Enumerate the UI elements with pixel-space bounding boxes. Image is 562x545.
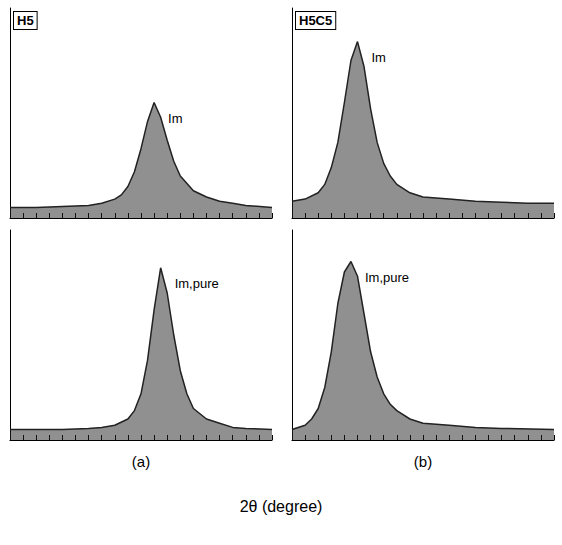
svg-text:(a): (a) — [132, 453, 150, 470]
svg-text:Im,pure: Im,pure — [365, 270, 409, 285]
svg-text:Im: Im — [168, 111, 182, 126]
svg-text:H5C5: H5C5 — [299, 13, 332, 28]
svg-text:Im,pure: Im,pure — [175, 276, 219, 291]
svg-text:Im: Im — [372, 50, 386, 65]
svg-text:(b): (b) — [414, 453, 432, 470]
svg-text:2θ (degree): 2θ (degree) — [240, 498, 323, 515]
svg-text:H5: H5 — [17, 13, 34, 28]
